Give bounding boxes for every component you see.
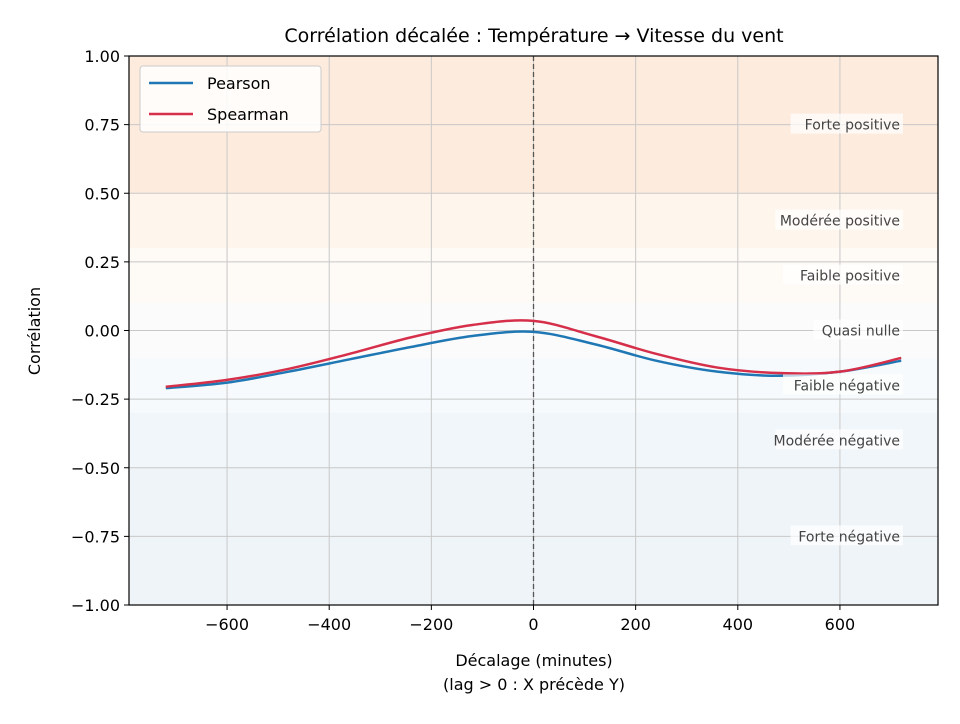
band-label: Forte négative xyxy=(798,529,900,545)
series-line-spearman xyxy=(165,319,902,389)
x-tick-label: 600 xyxy=(825,615,856,634)
x-tick-label: −400 xyxy=(307,615,351,634)
x-axis-label: Décalage (minutes) xyxy=(455,651,612,670)
x-tick-label: 0 xyxy=(528,615,538,634)
band-label: Modérée positive xyxy=(780,214,900,230)
y-tick-label: 0.00 xyxy=(84,322,120,341)
band-label-bg xyxy=(813,319,903,340)
band-label-bg xyxy=(775,209,903,230)
band-label: Quasi nulle xyxy=(822,324,900,340)
band-label: Modérée négative xyxy=(774,433,901,449)
band-label-bg xyxy=(790,525,903,546)
x-axis-label-note: (lag > 0 : X précède Y) xyxy=(443,675,625,694)
y-tick-label: 0.50 xyxy=(84,184,120,203)
band-label-bg xyxy=(783,264,903,285)
x-tick-label: −600 xyxy=(205,615,249,634)
band-label-bg xyxy=(783,374,903,395)
x-tick-label: −200 xyxy=(409,615,453,634)
x-tick-label: 200 xyxy=(620,615,651,634)
band-label: Forte positive xyxy=(805,118,900,134)
legend-label-pearson: Pearson xyxy=(207,74,271,93)
y-tick-label: −0.75 xyxy=(71,527,120,546)
y-tick-label: 1.00 xyxy=(84,47,120,66)
y-axis-label: Corrélation xyxy=(25,287,44,375)
y-tick-label: 0.25 xyxy=(84,253,120,272)
band-label: Faible négative xyxy=(794,378,900,394)
y-tick-label: −0.25 xyxy=(71,390,120,409)
y-tick-label: 0.75 xyxy=(84,116,120,135)
band-label-bg xyxy=(775,429,903,450)
y-tick-label: −0.50 xyxy=(71,459,120,478)
band-label: Faible positive xyxy=(800,269,900,285)
legend-label-spearman: Spearman xyxy=(207,105,289,124)
x-tick-label: 400 xyxy=(723,615,754,634)
chart-title: Corrélation décalée : Température → Vite… xyxy=(284,25,783,47)
legend: Pearson Spearman xyxy=(139,65,322,133)
series-line-pearson xyxy=(165,330,902,390)
y-tick-label: −1.00 xyxy=(71,596,120,615)
band-label-bg xyxy=(790,113,903,134)
